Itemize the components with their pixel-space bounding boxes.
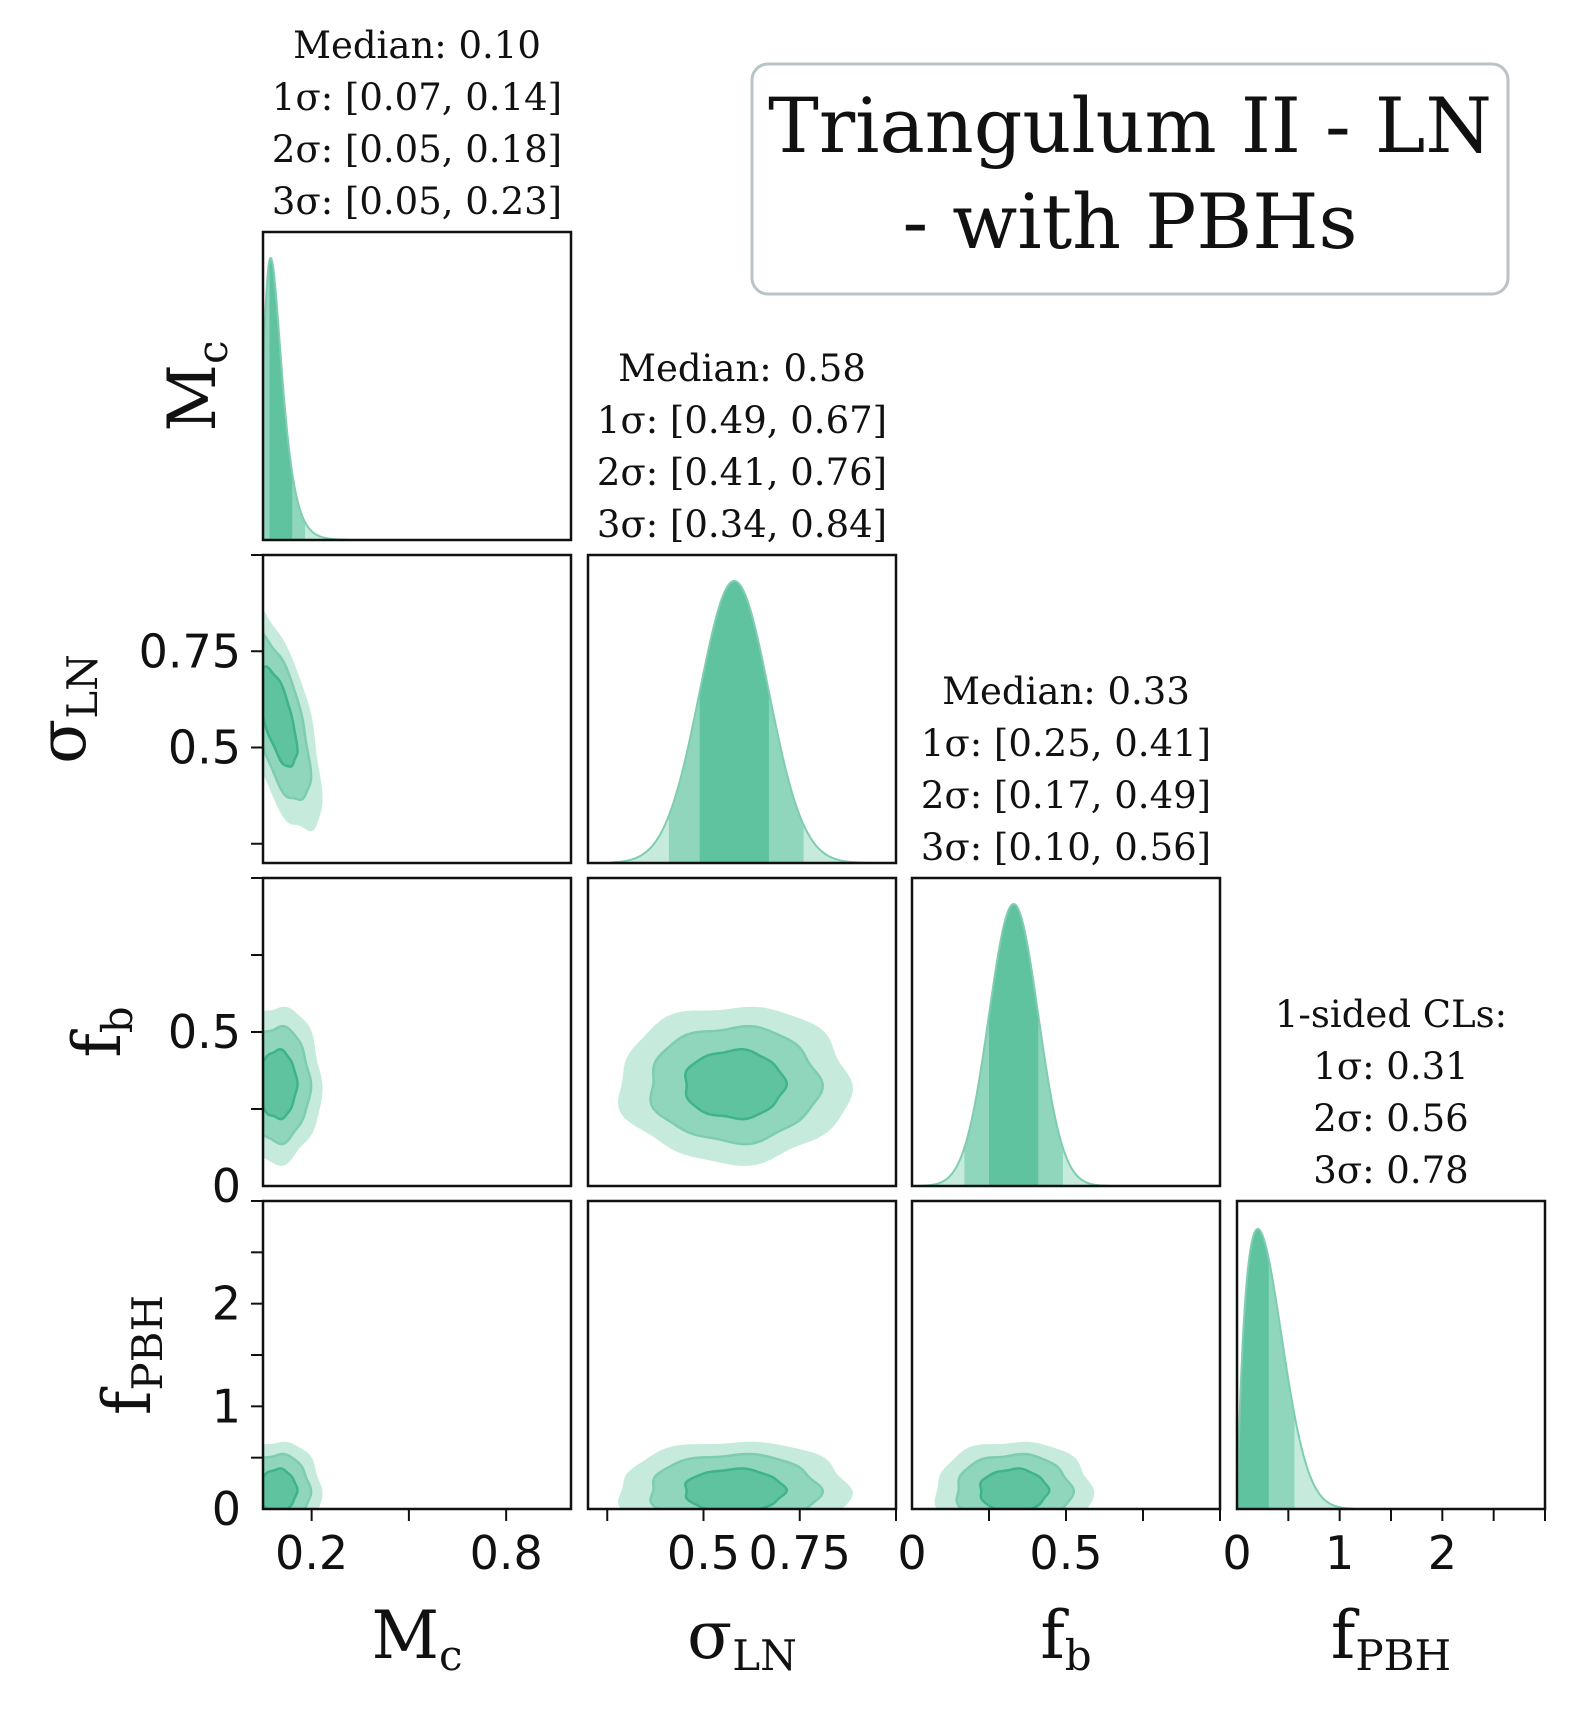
marginal-annotation-line-4: 3σ: [0.05, 0.23]: [272, 180, 562, 223]
title-line-2: - with PBHs: [902, 177, 1357, 266]
contour-1sigma: [263, 665, 299, 768]
contour-frame: [586, 1199, 898, 1511]
marginal-panel-sigma_LN: Median: 0.58 1σ: [0.49, 0.67] 2σ: [0.41, 0…: [586, 347, 898, 865]
marginal-annotation-line-1: Median: 0.58: [618, 347, 866, 390]
y-axis-label-fPBH-main: f: [89, 1386, 166, 1415]
marginal-panel-Mc: Median: 0.10 1σ: [0.07, 0.14] 2σ: [0.05, 0…: [261, 24, 573, 542]
marginal-curve: [918, 902, 1110, 1187]
x-axis-label-fPBH: fPBH: [1331, 1597, 1451, 1680]
marginal-1sigma-band: [1237, 1229, 1269, 1509]
contour-frame: [261, 553, 573, 865]
marginal-1sigma-band: [699, 581, 769, 863]
x-tick-label: 0.75: [749, 1526, 851, 1580]
y-axis-label-fb-main: f: [59, 1029, 136, 1058]
y-tick-label: 1: [212, 1379, 241, 1433]
contour-levels: [617, 1441, 854, 1509]
marginal-annotation-line-4: 3σ: [0.10, 0.56]: [921, 826, 1211, 869]
marginal-annotation-line-2: 1σ: [0.07, 0.14]: [272, 76, 562, 119]
x-axis-label-fb-sub: b: [1065, 1631, 1092, 1680]
y-axis-label-fPBH: fPBH: [89, 1295, 172, 1415]
x-axis-label-fb: fb: [1040, 1597, 1091, 1680]
legend-frame: [750, 62, 1510, 296]
contour-panel-sigma_LN-vs-fb: [586, 876, 898, 1188]
y-tick-label: 0.5: [168, 721, 241, 775]
x-axis-label-fb-main: f: [1040, 1597, 1069, 1674]
y-axis-label-sigma_LN-main: σ: [24, 719, 101, 764]
x-axis-label-Mc-main: M: [371, 1597, 439, 1674]
panels-group: Median: 0.10 1σ: [0.07, 0.14] 2σ: [0.05, 0…: [24, 24, 1547, 1680]
marginal-annotation-line-2: 1σ: [0.49, 0.67]: [597, 399, 887, 442]
contour-1sigma: [684, 1047, 789, 1121]
marginal-frame: [261, 230, 573, 542]
marginal-frame: [910, 876, 1222, 1188]
title-line-1: Triangulum II - LN: [768, 81, 1492, 170]
marginal-annotation-line-1: Median: 0.33: [942, 670, 1190, 713]
marginal-panel-fb: Median: 0.33 1σ: [0.25, 0.41] 2σ: [0.17, 0…: [910, 670, 1222, 1188]
marginal-annotation-line-4: 3σ: 0.78: [1313, 1149, 1468, 1192]
contour-levels: [263, 1441, 323, 1509]
x-tick-label: 0.8: [470, 1526, 543, 1580]
x-tick-label: 2: [1428, 1526, 1457, 1580]
y-axis-label-Mc-sub: c: [188, 340, 237, 364]
marginal-annotation-line-1: Median: 0.10: [293, 24, 541, 67]
x-tick-label: 1: [1325, 1526, 1354, 1580]
contour-frame: [586, 876, 898, 1188]
marginal-frame: [586, 553, 898, 865]
contour-levels: [263, 1006, 323, 1166]
x-tick-label: 0.2: [275, 1526, 348, 1580]
title-legend-box: Triangulum II - LN - with PBHs: [750, 62, 1510, 296]
marginal-annotation-line-3: 2σ: [0.17, 0.49]: [921, 774, 1211, 817]
y-tick-label: 0.5: [168, 1005, 241, 1059]
contour-panel-fb-vs-fPBH: [910, 1199, 1222, 1511]
contour-panel-Mc-vs-fb: [261, 876, 573, 1188]
x-axis-label-Mc: Mc: [371, 1597, 462, 1680]
y-tick-label: 0: [212, 1159, 241, 1213]
contour-panel-Mc-vs-sigma_LN: [261, 553, 573, 865]
x-axis-label-sigma_LN-sub: LN: [732, 1631, 797, 1680]
x-axis-label-Mc-sub: c: [439, 1631, 463, 1680]
contour-panel-Mc-vs-fPBH: [261, 1199, 573, 1511]
y-axis-label-sigma_LN: σLN: [24, 654, 107, 764]
contour-1sigma: [263, 1467, 299, 1509]
x-tick-label: 0.5: [667, 1526, 740, 1580]
y-tick-label: 0: [212, 1482, 241, 1536]
marginal-annotation-line-3: 2σ: [0.41, 0.76]: [597, 451, 887, 494]
x-axis-label-sigma_LN: σLN: [687, 1597, 797, 1680]
contour-1sigma: [979, 1467, 1051, 1509]
x-tick-label: 0: [897, 1526, 926, 1580]
contour-levels: [617, 1006, 854, 1166]
y-tick-label: 0.75: [139, 624, 241, 678]
marginal-annotation-line-4: 3σ: [0.34, 0.84]: [597, 503, 887, 546]
marginal-annotation-line-3: 2σ: [0.05, 0.18]: [272, 128, 562, 171]
x-tick-label: 0.5: [1029, 1526, 1102, 1580]
y-axis-label-Mc: Mc: [154, 340, 237, 431]
contour-1sigma: [684, 1467, 789, 1509]
y-axis-label-fPBH-sub: PBH: [123, 1295, 172, 1391]
x-tick-label: 0: [1222, 1526, 1251, 1580]
marginal-annotation-line-1: 1-sided CLs:: [1275, 993, 1507, 1036]
y-axis-label-Mc-main: M: [154, 364, 231, 432]
marginal-annotation-line-2: 1σ: 0.31: [1313, 1045, 1468, 1088]
y-axis-label-fb: fb: [59, 1006, 142, 1057]
marginal-curve: [611, 580, 866, 864]
contour-levels: [934, 1441, 1095, 1509]
contour-1sigma: [263, 1047, 299, 1121]
x-axis-label-sigma_LN-main: σ: [687, 1597, 732, 1674]
contour-panel-sigma_LN-vs-fPBH: [586, 1199, 898, 1511]
x-axis-label-fPBH-sub: PBH: [1355, 1631, 1451, 1680]
marginal-1sigma-band: [269, 258, 293, 540]
y-axis-label-fb-sub: b: [93, 1006, 142, 1033]
contour-levels: [263, 596, 323, 832]
y-tick-label: 2: [212, 1277, 241, 1331]
marginal-curve: [1236, 1228, 1354, 1510]
y-axis-label-sigma_LN-sub: LN: [58, 654, 107, 719]
marginal-annotation-line-3: 2σ: 0.56: [1313, 1097, 1468, 1140]
marginal-1sigma-band: [989, 904, 1039, 1186]
x-axis-label-fPBH-main: f: [1331, 1597, 1360, 1674]
marginal-annotation-line-2: 1σ: [0.25, 0.41]: [921, 722, 1211, 765]
marginal-panel-fPBH: 1-sided CLs: 1σ: 0.31 2σ: 0.56 3σ: 0.78: [1235, 993, 1547, 1511]
